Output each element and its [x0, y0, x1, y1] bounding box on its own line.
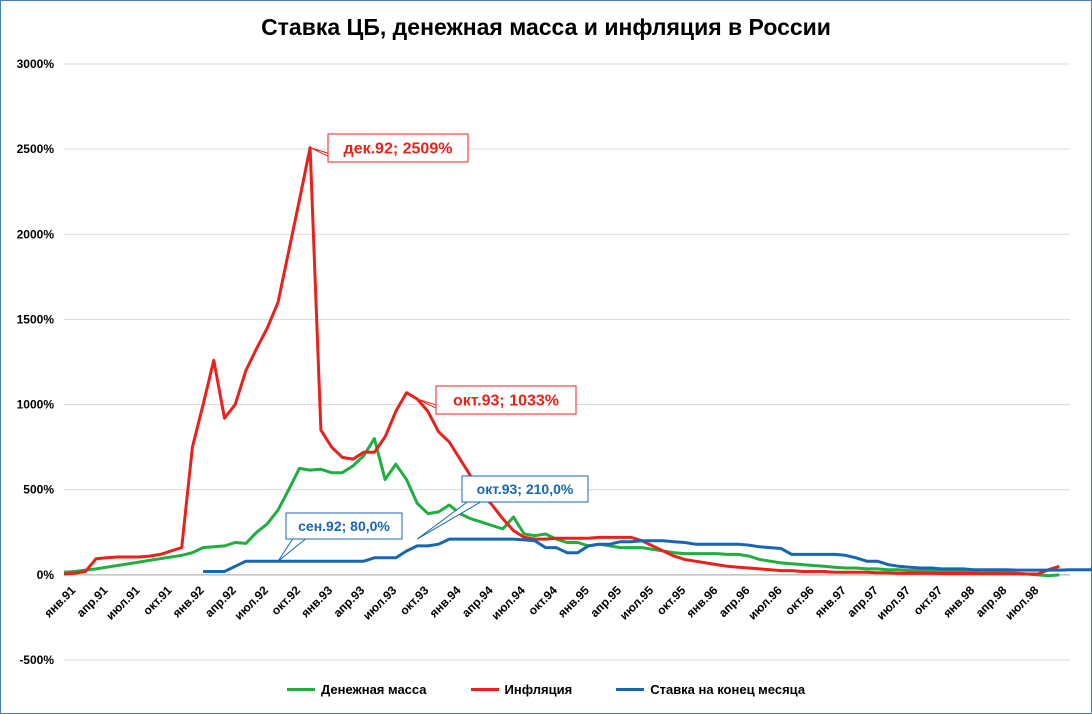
x-tick-label: янв.91: [41, 583, 78, 620]
x-tick-label: янв.94: [427, 583, 464, 620]
x-tick-label: июл.95: [617, 583, 657, 623]
legend-label-inflation: Инфляция: [504, 682, 573, 697]
x-tick-label: окт.95: [654, 583, 689, 618]
x-tick-label: янв.98: [940, 583, 977, 620]
annotation-box: [461, 475, 589, 503]
x-tick-label: июл.94: [488, 583, 528, 623]
legend-label-cb-rate: Ставка на конец месяца: [650, 682, 806, 697]
legend-item-cb-rate: Ставка на конец месяца: [616, 682, 805, 697]
y-tick-label: 1000%: [17, 398, 55, 412]
annotation-pointer: [277, 536, 310, 562]
x-tick-label: окт.96: [782, 583, 817, 618]
x-tick-label: окт.92: [269, 583, 304, 618]
x-tick-label: июл.96: [745, 583, 785, 623]
x-tick-label: июл.93: [360, 583, 400, 623]
annotation-label: дек.92; 2509%: [344, 141, 453, 158]
y-tick-label: 2000%: [17, 227, 55, 241]
x-tick-label: июл.92: [232, 583, 272, 623]
x-tick-label: июл.97: [874, 583, 914, 623]
line-money-supply: [63, 437, 1060, 578]
y-tick-label: 2500%: [17, 142, 55, 156]
x-tick-label: янв.93: [298, 583, 335, 620]
chart-legend: Денежная масса Инфляция Ставка на конец …: [0, 682, 1092, 697]
legend-swatch-money-supply: [286, 688, 315, 691]
legend-label-money-supply: Денежная масса: [320, 682, 427, 697]
annotation-box: [285, 512, 403, 540]
line-cb-rate: [203, 537, 1092, 573]
legend-swatch-inflation: [470, 688, 499, 691]
y-tick-label: -500%: [19, 653, 54, 667]
y-tick-label: 3000%: [17, 57, 55, 71]
x-tick-label: янв.92: [170, 583, 207, 620]
x-tick-label: янв.97: [812, 583, 849, 620]
legend-item-money-supply: Денежная масса: [286, 682, 427, 697]
legend-item-inflation: Инфляция: [470, 682, 573, 697]
x-tick-label: янв.96: [683, 583, 720, 620]
annotation-label: окт.93; 210,0%: [477, 481, 574, 497]
chart-title: Ставка ЦБ, денежная масса и инфляция в Р…: [261, 14, 831, 40]
legend-swatch-cb-rate: [616, 688, 645, 691]
x-tick-label: июл.91: [103, 583, 143, 623]
x-tick-label: янв.95: [555, 583, 592, 620]
annotation-label: сен.92; 80,0%: [298, 518, 390, 534]
x-tick-label: окт.94: [525, 583, 560, 618]
y-tick-label: 1500%: [17, 312, 55, 326]
annotation-label: окт.93; 1033%: [453, 393, 559, 410]
line-inflation: [63, 146, 1060, 576]
annotation-box: [435, 385, 577, 415]
annotation-box: [327, 133, 469, 163]
y-tick-label: 0%: [37, 568, 55, 582]
x-tick-label: окт.97: [911, 583, 946, 618]
x-tick-label: окт.93: [397, 583, 432, 618]
x-tick-label: июл.98: [1002, 583, 1042, 623]
y-tick-label: 500%: [23, 483, 54, 497]
x-tick-label: окт.91: [140, 583, 175, 618]
